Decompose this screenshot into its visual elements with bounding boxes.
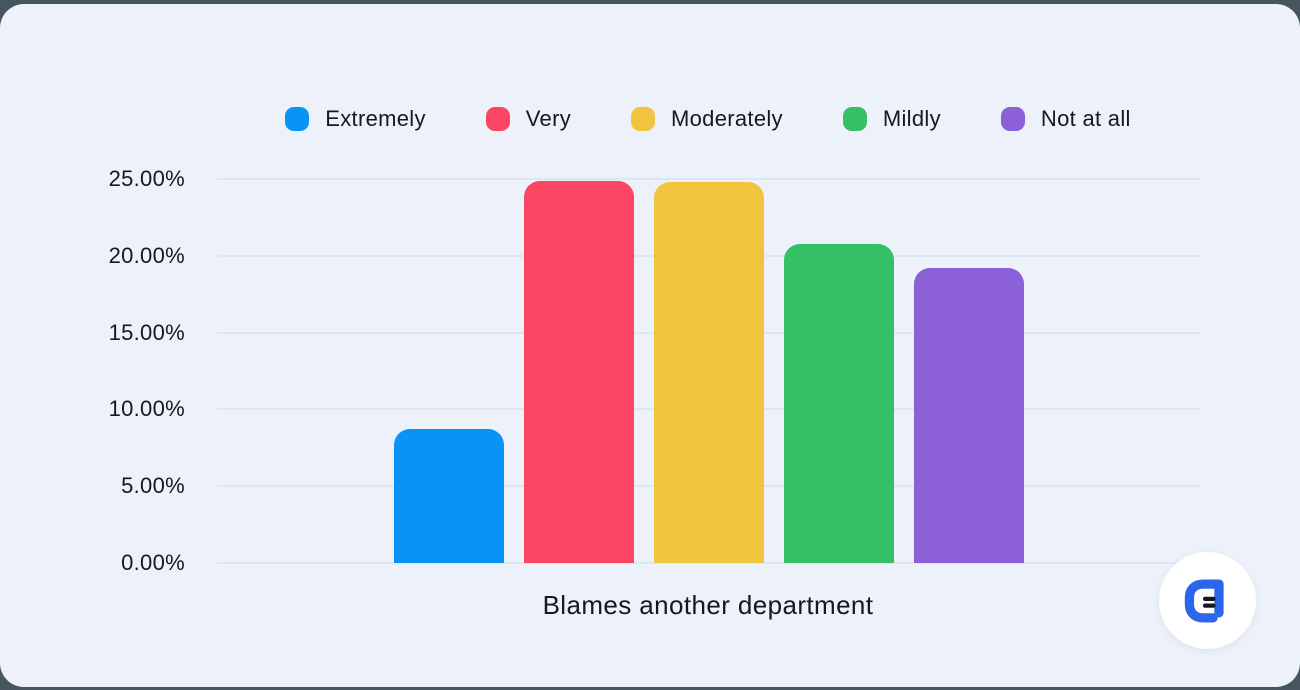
y-axis-tick-label: 0.00%	[121, 550, 185, 575]
gridline	[217, 178, 1201, 180]
bar-extremely[interactable]	[394, 429, 504, 563]
y-axis: 0.00% 5.00% 10.00% 15.00% 20.00% 25.00%	[40, 168, 185, 574]
legend-swatch-icon	[631, 107, 656, 131]
legend-label: Not at all	[1040, 106, 1131, 131]
y-axis-tick-label: 10.00%	[108, 396, 185, 422]
y-axis-tick-label: 20.00%	[108, 242, 185, 268]
legend-label: Very	[525, 106, 572, 131]
legend-item-very[interactable]: Very	[485, 106, 572, 132]
legend-swatch-icon	[1000, 107, 1025, 131]
legend-label: Moderately	[671, 106, 783, 131]
chart-card: Extremely Very Moderately Mildly Not at all …	[0, 4, 1300, 687]
legend-label: Mildly	[882, 106, 941, 131]
legend-swatch-icon	[285, 107, 310, 131]
enalyzer-logo-icon	[1184, 578, 1224, 623]
plot-area	[215, 178, 1201, 564]
legend-swatch-icon	[842, 107, 867, 131]
legend-label: Extremely	[325, 106, 426, 131]
x-axis-label: Blames another department	[542, 590, 874, 620]
legend-item-moderately[interactable]: Moderately	[631, 106, 783, 132]
bar-not-at-all[interactable]	[914, 268, 1024, 563]
legend-item-mildly[interactable]: Mildly	[842, 106, 941, 132]
y-axis-tick-label: 15.00%	[108, 319, 185, 345]
legend-swatch-icon	[485, 107, 510, 131]
bar-moderately[interactable]	[654, 182, 764, 563]
legend-item-not-at-all[interactable]: Not at all	[1000, 106, 1131, 132]
chart-legend: Extremely Very Moderately Mildly Not at all	[215, 101, 1201, 137]
gridline	[217, 562, 1201, 564]
brand-logo[interactable]	[1159, 552, 1256, 649]
bar-very[interactable]	[524, 180, 634, 563]
legend-item-extremely[interactable]: Extremely	[285, 106, 426, 132]
y-axis-tick-label: 5.00%	[121, 473, 185, 499]
y-axis-tick-label: 25.00%	[108, 166, 185, 191]
bar-mildly[interactable]	[784, 243, 894, 563]
